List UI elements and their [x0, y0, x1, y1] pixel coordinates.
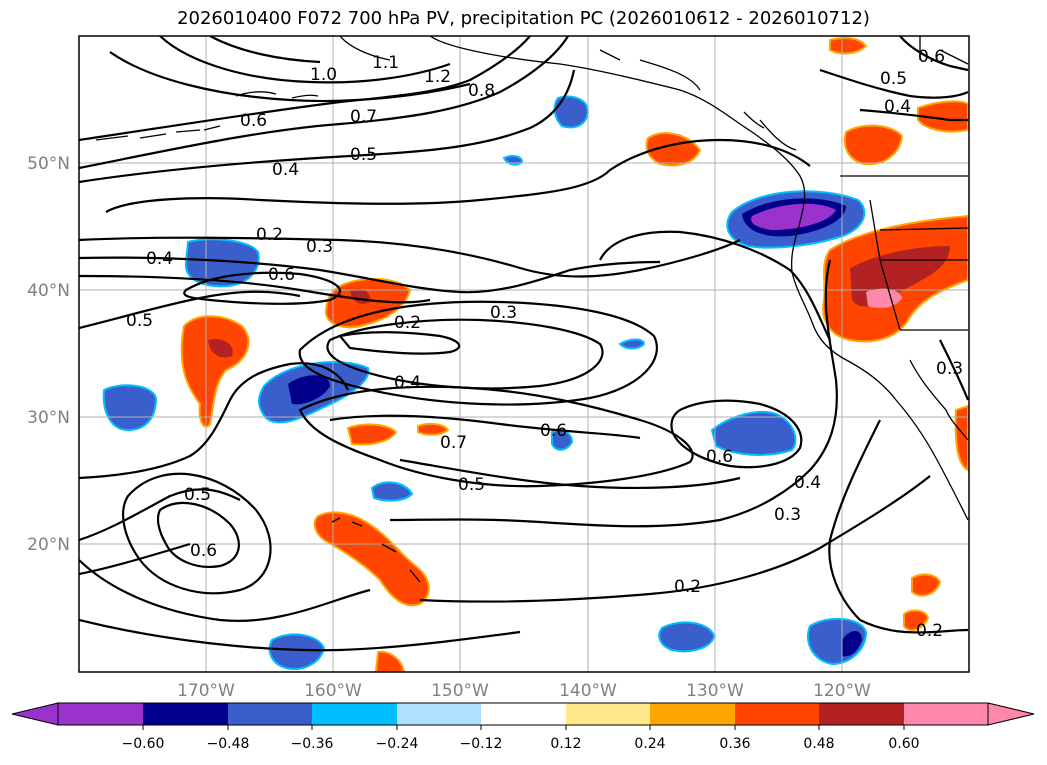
contour-label: 1.0	[310, 65, 337, 85]
precip-patch	[710, 410, 797, 456]
precip-patch	[313, 511, 430, 607]
lon-tick-label: 170°W	[177, 681, 235, 701]
contour-label: 0.6	[706, 447, 733, 467]
colorbar-extend-low	[11, 702, 59, 726]
colorbar-segment	[481, 703, 566, 725]
contour-labels: 1.0 1.1 1.2 0.8 0.7 0.6 0.5 0.4 0.2 0.3 …	[126, 47, 963, 641]
contour-label: 0.5	[350, 145, 377, 165]
precip-positive-patches	[180, 37, 969, 672]
contour-label: 0.5	[458, 475, 485, 495]
lon-tick-label: 130°W	[686, 681, 744, 701]
colorbar-tick-label: 0.24	[634, 736, 665, 752]
colorbar-extend-high	[987, 702, 1035, 726]
precip-patch	[751, 203, 836, 230]
lat-tick-label: 20°N	[27, 535, 70, 555]
lat-tick-label: 50°N	[27, 154, 70, 174]
precip-patch	[829, 37, 868, 55]
contour-label: 0.8	[468, 81, 495, 101]
coastlines	[95, 36, 969, 583]
precip-patch	[288, 375, 330, 405]
contour-label: 0.4	[884, 97, 911, 117]
map-frame	[78, 35, 970, 673]
contour-label: 1.1	[372, 53, 399, 73]
precip-patch	[370, 481, 414, 502]
colorbar-segment	[735, 703, 819, 725]
contour-label: 0.4	[146, 249, 173, 269]
contour-label: 0.2	[916, 621, 943, 641]
colorbar-tick-label: 0.60	[888, 736, 919, 752]
colorbar-tick-label: −0.60	[122, 736, 165, 752]
contour-label: 0.6	[540, 421, 567, 441]
lon-tick-label: 120°W	[813, 681, 871, 701]
contour-label: 0.5	[184, 485, 211, 505]
pv-contours	[79, 36, 969, 652]
colorbar-tick-label: 0.12	[550, 736, 581, 752]
precip-patch	[866, 288, 902, 308]
precip-patch	[618, 338, 646, 350]
colorbar-tick-label: 0.36	[719, 736, 750, 752]
precip-patch	[208, 338, 233, 358]
contour-label: 0.4	[394, 373, 421, 393]
colorbar-tick-label: 0.48	[803, 736, 834, 752]
colorbar-segment	[904, 703, 988, 725]
precip-patch	[180, 315, 250, 428]
lon-tick-label: 150°W	[431, 681, 489, 701]
colorbar-tick-label: −0.12	[460, 736, 503, 752]
precip-patch	[102, 384, 158, 432]
precip-patch	[268, 633, 326, 670]
map-title: 2026010400 F072 700 hPa PV, precipitatio…	[177, 8, 870, 29]
precip-patch	[374, 650, 406, 672]
colorbar-segment	[819, 703, 904, 725]
precip-patch	[324, 277, 412, 329]
precip-patch	[842, 631, 862, 657]
contour-label: 0.3	[306, 237, 333, 257]
colorbar-tick-label: −0.48	[207, 736, 250, 752]
contour-label: 0.2	[256, 225, 283, 245]
gridlines	[79, 36, 969, 672]
contour-label: 0.3	[490, 303, 517, 323]
lat-tick-label: 40°N	[27, 281, 70, 301]
contour-label: 0.5	[880, 69, 907, 89]
precip-patch	[903, 609, 930, 632]
contour-label: 0.6	[918, 47, 945, 67]
contour-label: 0.2	[674, 577, 701, 597]
precip-patch	[417, 422, 450, 436]
precip-negative-patches	[102, 95, 868, 670]
colorbar-segment	[228, 703, 312, 725]
precip-patch	[843, 124, 904, 166]
colorbar-segment	[650, 703, 735, 725]
contour-label: 0.6	[240, 111, 267, 131]
contour-label: 0.4	[272, 160, 299, 180]
colorbar-segment	[566, 703, 650, 725]
contour-label: 0.7	[440, 433, 467, 453]
contour-label: 0.6	[268, 265, 295, 285]
lon-axis-labels: 170°W 160°W 150°W 140°W 130°W 120°W	[177, 681, 871, 701]
lon-tick-label: 140°W	[559, 681, 617, 701]
colorbar: −0.60 −0.48 −0.36 −0.24 −0.12 0.12 0.24 …	[11, 702, 1035, 752]
colorbar-segment	[143, 703, 228, 725]
precip-patch	[346, 423, 398, 446]
contour-label: 0.3	[774, 505, 801, 525]
contour-label: 0.7	[350, 107, 377, 127]
colorbar-segment	[58, 703, 143, 725]
lat-axis-labels: 20°N 30°N 40°N 50°N	[27, 154, 70, 555]
precip-patch	[658, 621, 716, 653]
lat-tick-label: 30°N	[27, 408, 70, 428]
lon-tick-label: 160°W	[304, 681, 362, 701]
contour-label: 0.4	[794, 473, 821, 493]
colorbar-segment	[397, 703, 481, 725]
precip-patch	[911, 573, 942, 597]
colorbar-tick-label: −0.24	[376, 736, 419, 752]
contour-label: 0.6	[190, 541, 217, 561]
precip-patch	[917, 100, 969, 133]
colorbar-tick-label: −0.36	[291, 736, 334, 752]
precip-patch	[553, 95, 590, 129]
contour-label: 1.2	[424, 67, 451, 87]
contour-label: 0.3	[936, 359, 963, 379]
contour-label: 0.5	[126, 311, 153, 331]
contour-label: 0.2	[394, 313, 421, 333]
colorbar-segment	[312, 703, 397, 725]
